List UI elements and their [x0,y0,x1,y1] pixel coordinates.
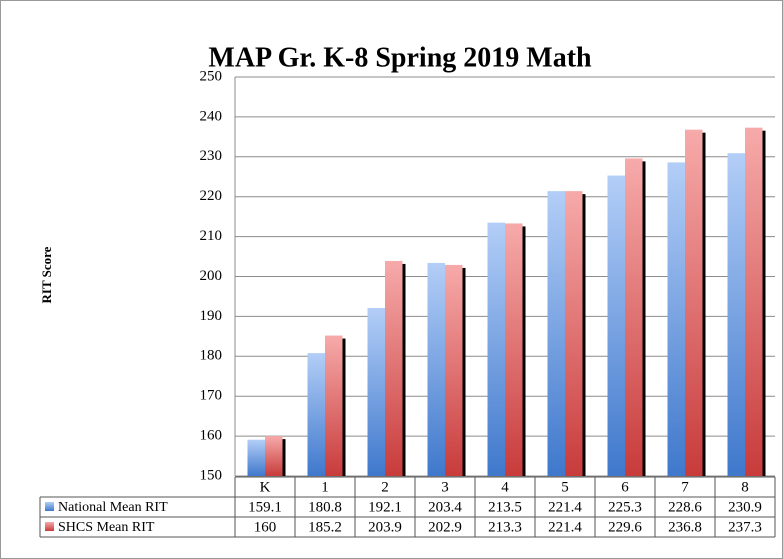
y-tick-label: 150 [200,467,223,483]
x-tick-label: 4 [501,479,509,495]
table-cell: 230.9 [728,499,762,515]
x-tick-label: 1 [321,479,329,495]
bar [727,153,745,477]
x-tick-label: K [260,479,271,495]
y-tick-label: 230 [200,148,223,164]
x-tick-label: 3 [441,479,449,495]
table-cell: 237.3 [728,519,762,535]
bar [427,262,445,476]
y-axis-label: RIT Score [39,246,54,303]
table-cell: 236.8 [668,519,702,535]
legend-label: National Mean RIT [58,500,168,515]
y-tick-label: 250 [200,68,223,84]
legend-swatch [45,502,54,511]
x-tick-label: 2 [381,479,389,495]
y-tick-label: 220 [200,188,223,204]
bar [685,129,703,476]
table-cell: 225.3 [608,499,642,515]
legend-label: SHCS Mean RIT [58,520,155,535]
x-tick-label: 5 [561,479,569,495]
table-cell: 180.8 [308,499,342,515]
chart-title: MAP Gr. K-8 Spring 2019 Math [208,42,592,73]
table-cell: 203.4 [428,499,462,515]
bar [607,175,625,477]
bar [547,191,565,476]
table-cell: 213.5 [488,499,522,515]
table-cell: 192.1 [368,499,402,515]
bar [445,264,463,476]
table-cell: 213.3 [488,519,522,535]
y-tick-label: 170 [200,388,223,404]
bar [667,162,685,477]
table-cell: 221.4 [548,519,582,535]
table-cell: 221.4 [548,499,582,515]
bar [265,436,283,476]
bar [487,222,505,476]
bar [745,127,763,476]
y-tick-label: 240 [200,108,223,124]
bar [505,223,523,476]
x-tick-label: 8 [741,479,749,495]
table-cell: 203.9 [368,519,402,535]
y-tick-label: 160 [200,428,223,444]
x-tick-label: 6 [621,479,629,495]
bar [565,191,583,476]
table-cell: 185.2 [308,519,342,535]
y-tick-label: 210 [200,228,223,244]
table-cell: 228.6 [668,499,702,515]
bar [625,158,643,476]
y-tick-label: 200 [200,268,223,284]
legend-swatch [45,522,54,531]
bar [325,335,343,476]
table-cell: 202.9 [428,519,462,535]
bar [385,260,403,476]
table-cell: 159.1 [248,499,282,515]
bar [247,439,265,476]
table-cell: 229.6 [608,519,642,535]
bar [367,308,385,476]
x-tick-label: 7 [681,479,689,495]
y-tick-label: 190 [200,308,223,324]
table-cell: 160 [254,519,277,535]
bar [307,353,325,476]
y-tick-label: 180 [200,348,223,364]
